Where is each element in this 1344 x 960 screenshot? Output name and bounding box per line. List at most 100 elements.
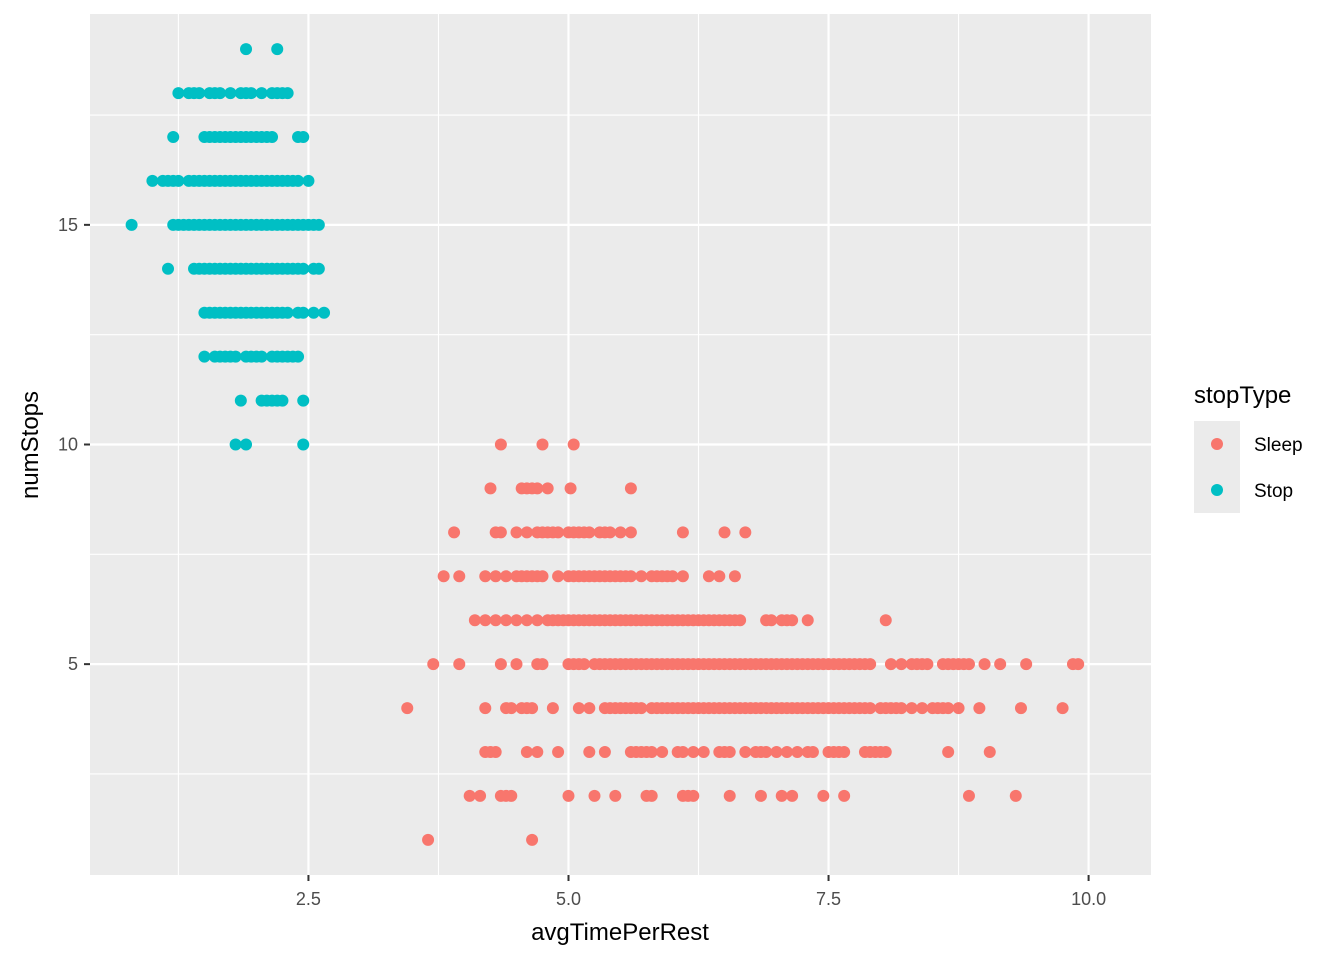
point-sleep: [1020, 658, 1033, 671]
point-sleep: [962, 789, 975, 802]
point-sleep: [564, 482, 577, 495]
legend: stopType Sleep Stop: [1194, 382, 1303, 513]
point-sleep: [962, 658, 975, 671]
point-sleep: [760, 746, 773, 758]
point-stop: [312, 218, 325, 231]
point-sleep: [479, 570, 492, 583]
point-sleep: [666, 570, 679, 583]
point-sleep: [588, 789, 601, 802]
point-stop: [292, 350, 305, 363]
point-sleep: [624, 482, 637, 495]
point-sleep: [734, 614, 747, 627]
point-sleep: [479, 702, 492, 715]
point-sleep: [526, 833, 539, 846]
point-sleep: [562, 789, 575, 802]
point-sleep: [739, 746, 752, 758]
point-sleep: [687, 789, 700, 802]
point-sleep: [1014, 702, 1027, 715]
point-sleep: [791, 746, 804, 758]
point-sleep: [453, 658, 466, 671]
point-sleep: [489, 614, 502, 627]
point-sleep: [973, 702, 986, 715]
point-sleep: [921, 658, 934, 671]
y-axis: 5 10 15: [58, 215, 90, 674]
point-sleep: [484, 482, 497, 495]
point-stop: [240, 43, 253, 56]
point-sleep: [645, 746, 658, 758]
point-sleep: [817, 789, 830, 802]
point-stop: [255, 87, 268, 100]
point-sleep: [770, 746, 783, 758]
point-sleep: [536, 570, 549, 583]
point-sleep: [583, 746, 596, 758]
point-sleep: [879, 746, 892, 758]
point-sleep: [723, 789, 736, 802]
legend-label-stop: Stop: [1254, 481, 1293, 502]
point-sleep: [422, 833, 435, 846]
point-sleep: [598, 746, 611, 758]
point-sleep: [489, 746, 502, 758]
point-stop: [307, 306, 320, 319]
legend-dot-sleep: [1211, 438, 1223, 450]
point-sleep: [635, 570, 648, 583]
y-axis-title: numStops: [17, 391, 44, 499]
point-sleep: [463, 789, 476, 802]
point-sleep: [624, 526, 637, 539]
point-stop: [255, 350, 268, 363]
point-sleep: [453, 570, 466, 583]
point-sleep: [676, 746, 689, 758]
point-sleep: [609, 789, 622, 802]
point-sleep: [479, 614, 492, 627]
point-sleep: [468, 614, 481, 627]
x-tick-label: 5.0: [556, 889, 581, 909]
point-sleep: [697, 746, 710, 758]
point-stop: [229, 350, 242, 363]
point-sleep: [583, 526, 596, 539]
legend-label-sleep: Sleep: [1254, 435, 1303, 456]
point-stop: [297, 394, 310, 407]
point-stop: [172, 174, 185, 187]
point-stop: [266, 131, 279, 143]
point-stop: [240, 438, 253, 451]
point-sleep: [505, 702, 518, 715]
point-sleep: [474, 789, 487, 802]
point-sleep: [437, 570, 450, 583]
point-sleep: [448, 526, 461, 539]
point-sleep: [546, 702, 559, 715]
point-stop: [198, 350, 211, 363]
point-sleep: [531, 614, 544, 627]
point-sleep: [1072, 658, 1085, 671]
x-tick-label: 10.0: [1071, 889, 1106, 909]
point-sleep: [536, 438, 549, 451]
point-sleep: [676, 526, 689, 539]
point-sleep: [723, 746, 736, 758]
point-sleep: [520, 614, 533, 627]
point-sleep: [786, 789, 799, 802]
point-stop: [224, 87, 237, 100]
point-sleep: [942, 746, 955, 758]
x-tick-label: 2.5: [296, 889, 321, 909]
point-sleep: [552, 526, 565, 539]
point-sleep: [520, 526, 533, 539]
point-sleep: [702, 570, 715, 583]
point-sleep: [536, 658, 549, 671]
point-stop: [229, 438, 242, 451]
point-sleep: [942, 702, 955, 715]
point-sleep: [567, 438, 580, 451]
point-sleep: [656, 746, 669, 758]
point-stop: [146, 174, 159, 187]
point-stop: [297, 131, 310, 143]
point-sleep: [801, 614, 814, 627]
point-sleep: [765, 614, 778, 627]
point-sleep: [754, 789, 767, 802]
point-sleep: [838, 789, 851, 802]
point-sleep: [505, 789, 518, 802]
point-sleep: [676, 570, 689, 583]
y-tick-label: 5: [68, 654, 78, 674]
point-stop: [312, 262, 325, 275]
point-sleep: [427, 658, 440, 671]
point-stop: [297, 262, 310, 275]
point-sleep: [494, 526, 507, 539]
point-stop: [281, 87, 294, 100]
point-stop: [302, 174, 315, 187]
